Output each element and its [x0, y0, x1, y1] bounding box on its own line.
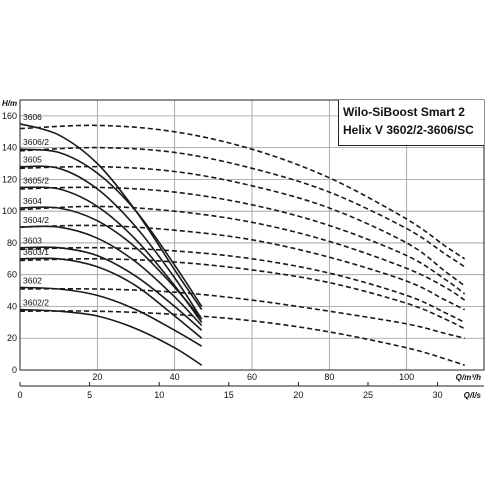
- pump-curve-dashed-3606-2: [19, 146, 466, 268]
- chart-title-line-1: Wilo-SiBoost Smart 2: [343, 105, 465, 119]
- series-label: 3605/2: [23, 175, 49, 185]
- series-label: 3602: [23, 275, 42, 285]
- series-label: 3602/2: [23, 298, 49, 308]
- y-tick-label: 100: [2, 206, 17, 216]
- series-label: 3606/2: [23, 137, 49, 147]
- x-tick-label: 40: [170, 372, 180, 382]
- y-tick-label: 160: [2, 111, 17, 121]
- pump-curve-dashed-3604: [19, 205, 466, 301]
- y-tick-label: 140: [2, 143, 17, 153]
- series-label: 3606: [23, 112, 42, 122]
- pump-curve-dashed-3606: [19, 124, 466, 260]
- x2-tick-label: 25: [363, 390, 373, 400]
- pump-curve-solid-3602: [19, 286, 203, 347]
- y-tick-label: 120: [2, 174, 17, 184]
- x2-tick-label: 0: [17, 390, 22, 400]
- y-tick-label: 40: [7, 301, 17, 311]
- pump-curve-dashed-3605-2: [19, 186, 466, 295]
- chart-title-box: Wilo-SiBoost Smart 2 Helix V 3602/2-3606…: [338, 100, 484, 146]
- x2-axis-label: Q/l/s: [464, 391, 482, 400]
- chart-title-line-2: Helix V 3602/2-3606/SC: [343, 123, 474, 137]
- pump-curve-dashed-3602: [19, 287, 465, 339]
- x-tick-label: 100: [399, 372, 414, 382]
- series-label: 3605: [23, 155, 42, 165]
- x-axis-label: Q/m³/h: [456, 373, 481, 382]
- series-label: 3604/2: [23, 215, 49, 225]
- x2-tick-label: 20: [293, 390, 303, 400]
- pump-curve-solid-3603: [19, 246, 203, 331]
- series-label: 3603/1: [23, 247, 49, 257]
- y-tick-label: 60: [7, 270, 17, 280]
- x-tick-label: 20: [92, 372, 102, 382]
- pump-curve-dashed-3604-2: [19, 224, 466, 311]
- x2-tick-label: 10: [154, 390, 164, 400]
- pump-curve-solid-3602-2: [19, 308, 203, 366]
- y-tick-label: 80: [7, 238, 17, 248]
- series-labels: 3606 3606/2 3605 3605/2 3604 3604/2 36033603/1…: [23, 112, 49, 308]
- plot-frame: [19, 99, 485, 371]
- y-tick-label: 20: [7, 333, 17, 343]
- series-label: 3603: [23, 236, 42, 246]
- pump-curve-dashed-3602-2: [19, 310, 465, 366]
- y-axis-label: H/m: [2, 99, 17, 108]
- pump-curve-solid-3605: [19, 165, 203, 320]
- pump-curve-dashed-3603: [19, 246, 466, 324]
- x2-tick-label: 15: [224, 390, 234, 400]
- x2-tick-label: 5: [87, 390, 92, 400]
- series-label: 3604: [23, 196, 42, 206]
- pump-curve-solid-3604: [19, 206, 203, 320]
- pump-curve-dashed-3603-1: [19, 257, 466, 330]
- pump-curve-dashed-3605: [19, 165, 466, 287]
- x-tick-label: 80: [324, 372, 334, 382]
- x2-tick-label: 30: [433, 390, 443, 400]
- pump-curve-solid-3603-1: [19, 257, 203, 339]
- pump-curves: [19, 123, 466, 366]
- x-tick-label: 60: [247, 372, 257, 382]
- pump-curve-solid-3606-2: [19, 148, 203, 307]
- y-tick-label: 0: [12, 365, 17, 375]
